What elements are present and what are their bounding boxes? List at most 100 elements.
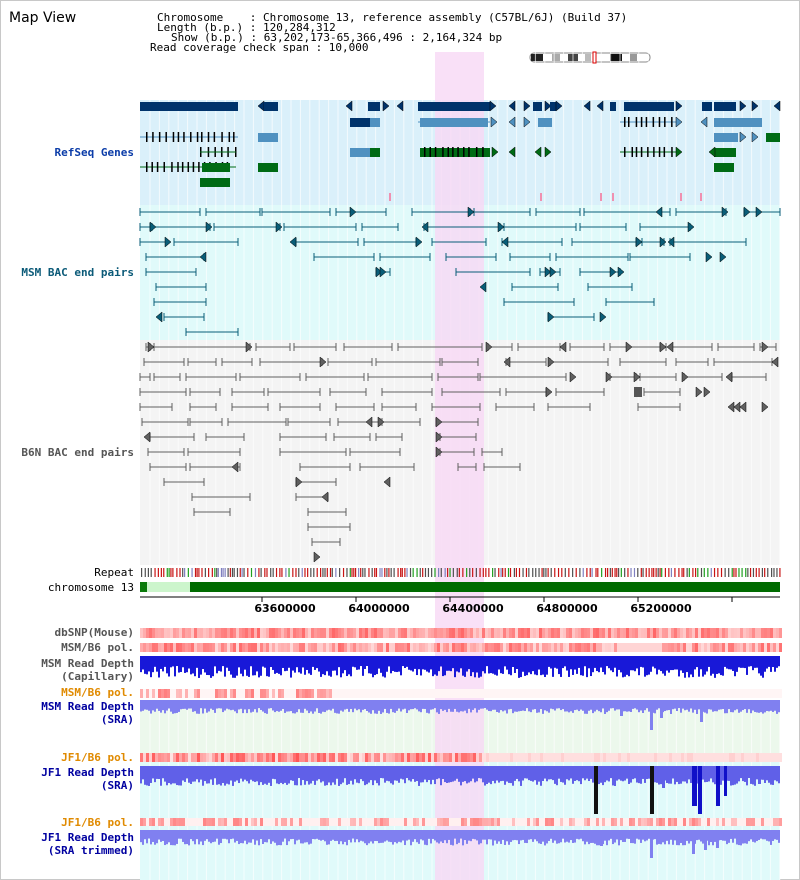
msm-pol-cell — [392, 643, 395, 652]
msm-sra-depth-bar — [196, 700, 198, 714]
jf1-trimmed-depth-bar — [552, 830, 554, 843]
msm-sra-depth-bar — [524, 700, 526, 712]
jf1-sra-depth-bar — [516, 766, 518, 779]
msm-pol-sra-cell — [578, 689, 581, 698]
msm-capillary-depth-bar — [522, 656, 524, 672]
dbsnp-cell — [302, 628, 305, 638]
repeat-element — [513, 568, 515, 577]
polymorphism-heatmaps — [140, 628, 782, 826]
jf1-trimmed-depth-bar — [768, 830, 770, 842]
msm-capillary-depth-bar — [764, 656, 766, 672]
msm-sra-depth-bar — [734, 700, 736, 711]
refseq-genes-label[interactable]: RefSeq Genes — [55, 146, 134, 159]
msm-capillary-depth-bar — [306, 656, 308, 670]
msm-pol-sra-cell — [680, 689, 683, 698]
jf1-sra-depth-bar — [264, 766, 266, 784]
jf1-trimmed-depth-bar — [232, 830, 234, 839]
msm-sra-depth-bar — [470, 700, 472, 713]
msm-sra-depth-bar — [238, 700, 240, 710]
jf1-trimmed-depth-bar — [530, 830, 532, 840]
msm-pol-sra-cell — [494, 689, 497, 698]
jf1-pol-cell — [455, 753, 458, 762]
jf1-sra-depth-bar — [282, 766, 284, 785]
msm-pol-cell — [665, 643, 668, 652]
jf1-trimmed-depth-bar — [632, 830, 634, 844]
msm-sra-depth-bar — [282, 700, 284, 709]
jf1-trimmed-depth-bar — [754, 830, 756, 843]
gene-arrow — [739, 131, 747, 143]
jf1-pol-cell — [368, 753, 371, 762]
jf1-pol-cell — [743, 753, 746, 762]
jf1-pol-trim-cell — [446, 818, 449, 826]
msm-pol-cell — [467, 643, 470, 652]
msm-pol-sra-cell — [701, 689, 704, 698]
msm-pol-sra-cell — [572, 689, 575, 698]
msm-sra-depth-bar — [722, 700, 724, 710]
msm-bac-arrow — [635, 236, 643, 248]
b6n-bac-track[interactable] — [139, 341, 779, 563]
msm-capillary-depth-bar — [628, 656, 630, 677]
jf1-trimmed-depth-bar — [708, 830, 710, 846]
jf1-trimmed-depth-bar — [748, 830, 750, 842]
jf1-sra-depth-bar — [566, 766, 568, 780]
msm-pol-sra-cell — [458, 689, 461, 698]
gene-exon — [233, 132, 235, 142]
repeat-element — [163, 568, 165, 577]
msm-sra-depth-bar — [314, 700, 316, 712]
msm-capillary-depth-bar — [466, 656, 468, 672]
msm-sra-depth-bar — [620, 700, 623, 716]
jf1-trimmed-depth-bar — [400, 830, 402, 843]
b6n-bac-arrow — [739, 401, 747, 413]
msm-capillary-depth-bar — [370, 656, 372, 674]
jf1-trimmed-depth-bar — [606, 830, 608, 846]
jf1-pol-cell — [233, 753, 236, 762]
jf1-pol-trim-cell — [203, 818, 206, 826]
jf1-sra-depth-bar — [434, 766, 436, 785]
repeat-element — [522, 568, 524, 577]
jf1-trimmed-depth-bar — [314, 830, 316, 840]
gene-block — [350, 118, 370, 127]
msm-pol-cell — [161, 643, 164, 652]
b6n-bac-label[interactable]: B6N BAC end pairs — [21, 446, 134, 459]
dbsnp-cell — [506, 628, 509, 638]
gene-exon — [640, 117, 643, 127]
dbsnp-cell — [353, 628, 356, 638]
msm-sra-depth-bar — [396, 700, 398, 711]
msm-sra-depth-bar — [336, 700, 338, 714]
jf1-trimmed-depth-bar — [528, 830, 530, 840]
msm-capillary-depth-bar — [568, 656, 570, 677]
msm-sra-depth-bar — [514, 700, 516, 712]
msm-pol-sra-cell — [389, 689, 392, 698]
jf1-pol-cell — [323, 753, 326, 762]
msm-capillary-depth-bar — [732, 656, 734, 671]
msm-bac-track[interactable] — [139, 206, 781, 336]
msm-sra-depth-bar — [492, 700, 494, 710]
msm-sra-depth-bar — [156, 700, 158, 709]
jf1-pol-trim-cell — [533, 818, 536, 826]
msm-pol-cell — [410, 643, 413, 652]
jf1-trimmed-depth-bar — [322, 830, 324, 840]
jf1-pol-cell — [734, 753, 737, 762]
dbsnp-cell — [641, 628, 644, 638]
msm-bac-label[interactable]: MSM BAC end pairs — [21, 266, 134, 279]
gene-exon — [640, 147, 643, 157]
jf1-pol-cell — [461, 753, 464, 762]
refseq-genes-track[interactable] — [140, 100, 781, 201]
repeat-element — [518, 568, 521, 577]
msm-bac-arrow — [155, 311, 163, 323]
msm-sra-depth-bar — [776, 700, 778, 714]
jf1-sra-depth-bar — [472, 766, 474, 779]
msm-pol-sra-cell — [743, 689, 746, 698]
chromosome-ideogram[interactable] — [529, 51, 651, 64]
jf1-pol-cell — [770, 753, 773, 762]
msm-sra-depth-bar — [560, 700, 562, 711]
msm-sra-depth-bar — [380, 700, 382, 714]
repeat-element — [194, 568, 197, 577]
dbsnp-cell — [734, 628, 737, 638]
msm-capillary-depth-bar — [658, 656, 660, 670]
repeat-element — [640, 568, 642, 577]
repeat-element — [393, 568, 395, 577]
jf1-pol-trim-cell — [647, 818, 650, 826]
jf1-sra-depth-bar — [658, 766, 660, 785]
